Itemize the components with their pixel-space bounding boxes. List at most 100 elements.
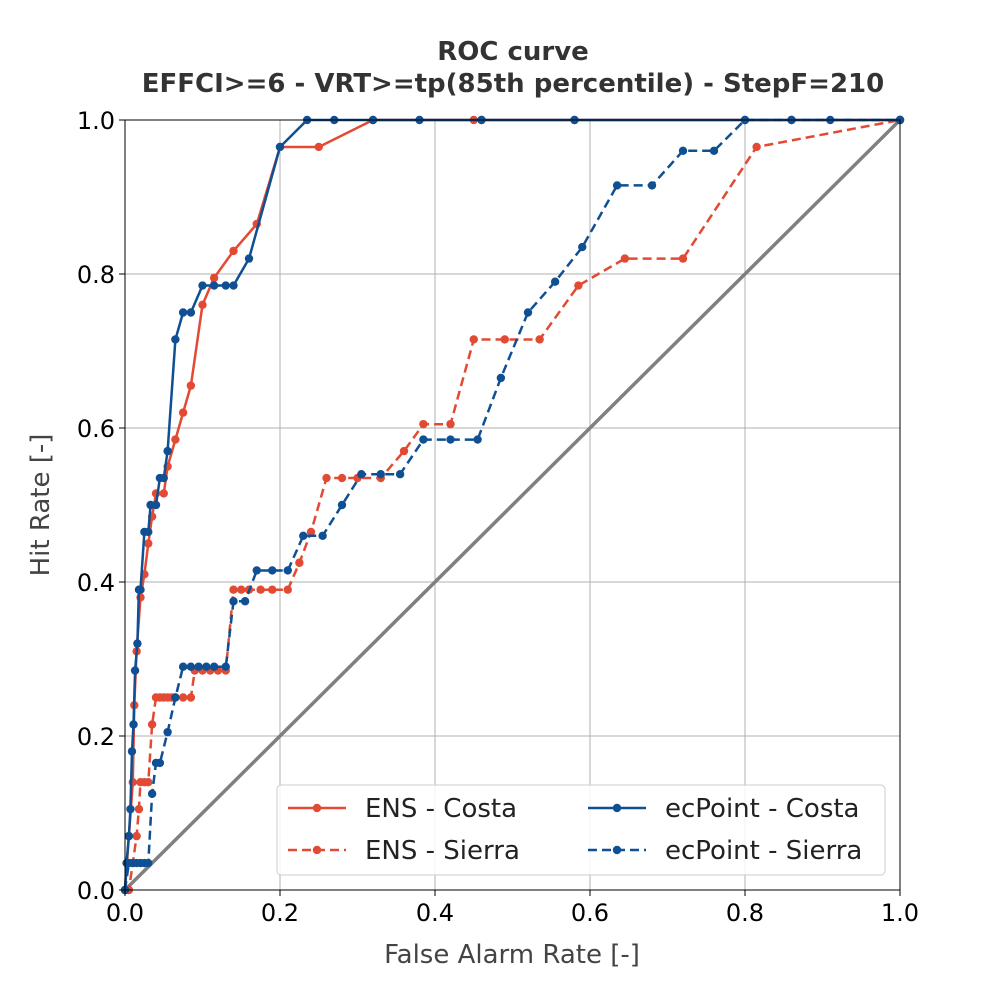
y-tick-label: 0.6 (77, 415, 115, 443)
y-tick-label: 0.4 (77, 569, 115, 597)
data-point (256, 585, 265, 594)
y-tick-label: 0.8 (77, 261, 115, 289)
data-point (229, 281, 238, 290)
x-tick-label: 0.6 (571, 899, 609, 927)
data-point (322, 473, 331, 483)
data-point (186, 308, 196, 317)
legend-swatch-marker (612, 845, 622, 855)
data-point (647, 181, 657, 190)
data-point (337, 473, 347, 483)
data-point (133, 639, 142, 648)
data-point (202, 662, 211, 671)
y-tick-label: 1.0 (77, 107, 115, 135)
x-tick-label: 1.0 (881, 899, 919, 927)
data-point (144, 858, 153, 868)
x-tick-label: 0.2 (261, 899, 299, 927)
data-point (752, 142, 761, 152)
data-point (574, 281, 583, 290)
data-point (198, 300, 207, 309)
data-point (144, 527, 153, 537)
data-point (237, 585, 246, 594)
data-point (578, 242, 587, 252)
data-point (550, 277, 560, 286)
y-tick-label: 0.2 (77, 723, 115, 751)
chart-subtitle: EFFCI>=6 - VRT>=tp(85th percentile) - St… (142, 69, 884, 99)
legend-item: ecPoint - Sierra (588, 836, 862, 866)
data-point (612, 181, 622, 190)
legend-item: ENS - Costa (288, 794, 517, 824)
data-point (500, 335, 509, 344)
y-axis-label: Hit Rate [-] (26, 434, 56, 577)
data-point (399, 446, 409, 456)
data-point (244, 254, 254, 263)
data-point (221, 281, 230, 290)
data-point (194, 662, 203, 671)
data-point (171, 435, 180, 444)
data-point (283, 566, 292, 575)
data-point (178, 693, 188, 702)
data-point (134, 804, 144, 814)
legend-label: ecPoint - Costa (665, 794, 860, 824)
data-point (523, 308, 533, 317)
data-point (198, 281, 207, 290)
legend: ENS - Costa ENS - Sierra ecPoint - Costa ec… (276, 784, 886, 876)
data-point (275, 142, 285, 152)
data-point (314, 142, 323, 152)
data-point (620, 254, 630, 263)
data-point (337, 500, 347, 510)
legend-label: ecPoint - Sierra (665, 836, 862, 866)
data-point (171, 693, 180, 702)
data-point (678, 254, 688, 263)
data-point (178, 408, 188, 417)
y-tick-label: 0.0 (77, 877, 115, 905)
chart-title: ROC curve (437, 37, 589, 67)
data-point (221, 662, 230, 671)
data-point (419, 435, 428, 444)
data-point (473, 435, 482, 444)
data-point (306, 527, 316, 537)
x-tick-label: 0.4 (416, 899, 454, 927)
plot-frame (124, 119, 901, 891)
data-point (229, 246, 238, 256)
data-point (159, 489, 168, 498)
x-tick-label: 0.0 (106, 899, 144, 927)
data-point (295, 558, 304, 567)
x-tick-label: 0.8 (726, 899, 764, 927)
data-point (144, 778, 153, 787)
series-ecpoint-sierra (120, 115, 905, 895)
data-point (147, 720, 157, 729)
data-point (209, 281, 219, 290)
data-point (155, 758, 165, 768)
data-point (159, 473, 168, 483)
data-point (136, 585, 145, 594)
data-point (130, 666, 140, 675)
data-point (178, 308, 188, 317)
data-point (395, 470, 405, 479)
data-point (446, 419, 455, 429)
data-point (178, 662, 188, 671)
legend-swatch-marker (312, 803, 322, 813)
data-point (151, 500, 161, 510)
axis-ticks: 0.0 0.2 0.4 0.6 0.8 1.0 0.0 0.2 0.4 0.6 0.8 1.0 (77, 107, 919, 927)
legend-label: ENS - Costa (365, 794, 517, 824)
data-point (129, 720, 138, 729)
data-point (419, 419, 428, 429)
legend-item: ENS - Sierra (288, 836, 520, 866)
data-point (496, 373, 506, 383)
data-point (186, 662, 196, 671)
data-point (229, 585, 238, 594)
data-point (126, 804, 135, 814)
data-point (186, 693, 196, 702)
data-point (268, 585, 277, 594)
data-point (124, 831, 134, 841)
data-point (163, 727, 172, 737)
legend-label: ENS - Sierra (365, 836, 520, 866)
data-point (132, 831, 141, 841)
series-ens-sierra (120, 115, 905, 895)
data-point (318, 531, 327, 540)
data-point (252, 566, 261, 575)
data-point (469, 335, 478, 344)
data-point (229, 597, 238, 606)
data-point (240, 597, 250, 606)
